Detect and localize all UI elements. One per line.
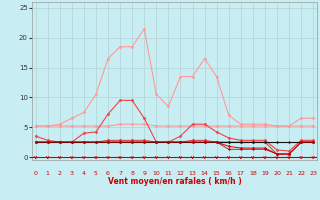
X-axis label: Vent moyen/en rafales ( km/h ): Vent moyen/en rafales ( km/h ) (108, 178, 241, 186)
